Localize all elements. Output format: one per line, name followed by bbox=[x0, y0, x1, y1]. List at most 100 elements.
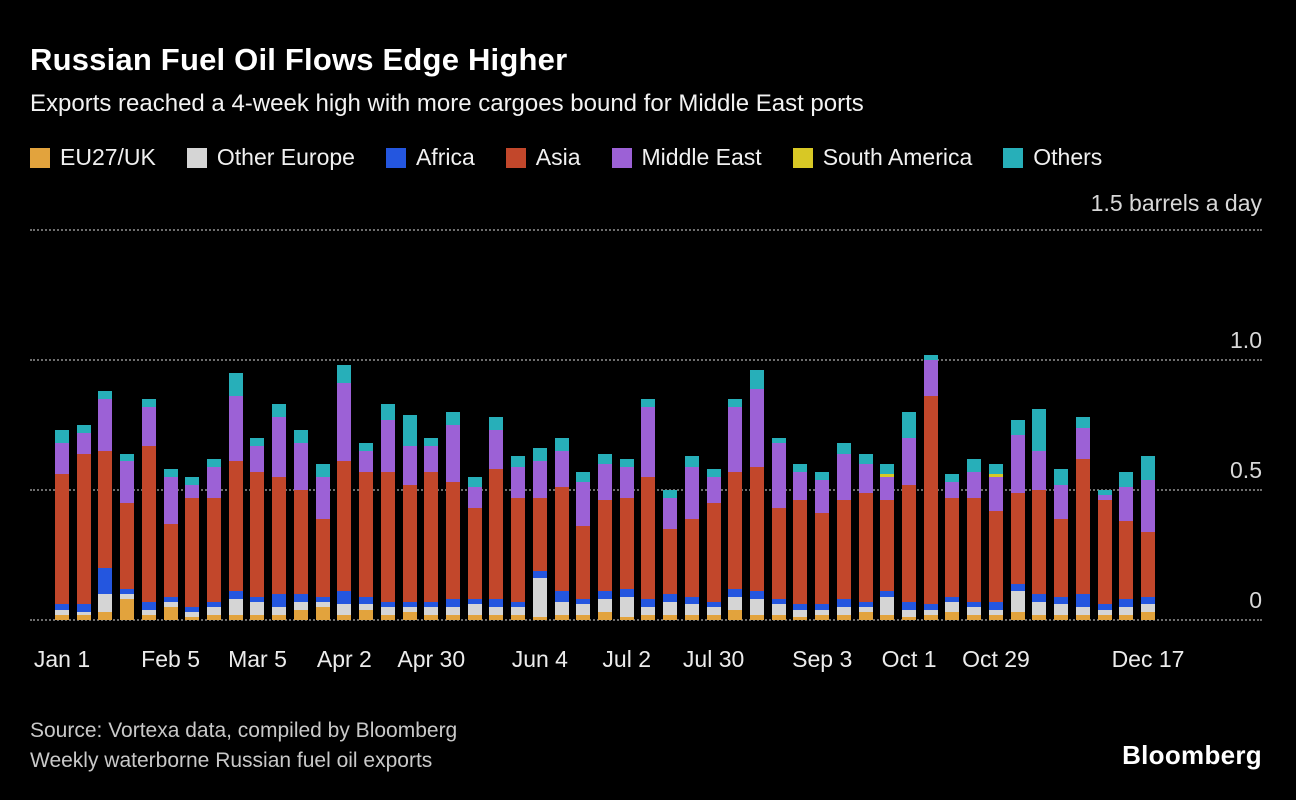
bar-segment-africa bbox=[684, 596, 699, 605]
bar-segment-africa bbox=[945, 596, 960, 602]
bar-segment-eu27-uk bbox=[663, 614, 678, 620]
bar-segment-other-europe bbox=[945, 601, 960, 613]
bar-segment-africa bbox=[424, 601, 439, 608]
bar-segment-others bbox=[902, 412, 917, 439]
bar-segment-africa bbox=[315, 596, 330, 602]
bar-segment-asia bbox=[988, 510, 1003, 602]
bar-segment-others bbox=[663, 490, 678, 498]
bar-segment-eu27-uk bbox=[1119, 614, 1134, 620]
bar-segment-others bbox=[793, 464, 808, 472]
bar-segment-eu27-uk bbox=[445, 614, 460, 620]
bar-segment-eu27-uk bbox=[684, 614, 699, 620]
bar-segment-eu27-uk bbox=[424, 614, 439, 620]
bar-segment-others bbox=[1140, 456, 1155, 480]
legend-swatch bbox=[30, 147, 50, 168]
bar-segment-middle-east bbox=[272, 417, 287, 478]
bar-segment-other-europe bbox=[728, 596, 743, 610]
bar-segment-africa bbox=[380, 601, 395, 608]
bar-segment-other-europe bbox=[663, 601, 678, 615]
bar-segment-others bbox=[250, 438, 265, 446]
bar-segment-others bbox=[55, 430, 69, 444]
bar-segment-africa bbox=[706, 601, 721, 608]
bar-segment-asia bbox=[1075, 458, 1090, 595]
legend-swatch bbox=[186, 147, 207, 168]
bar-segment-eu27-uk bbox=[1010, 612, 1025, 620]
bar-segment-africa bbox=[359, 596, 374, 605]
bar-segment-others bbox=[1075, 417, 1090, 428]
bar-segment-other-europe bbox=[337, 604, 352, 615]
bar-segment-others bbox=[1119, 471, 1134, 488]
bar-segment-middle-east bbox=[880, 477, 895, 501]
bar-segment-africa bbox=[554, 591, 569, 602]
bar-segment-africa bbox=[141, 601, 156, 610]
bar-segment-middle-east bbox=[554, 451, 569, 488]
bar-segment-africa bbox=[207, 601, 222, 608]
bar-segment-asia bbox=[98, 451, 113, 569]
bar-segment-asia bbox=[272, 477, 287, 595]
bar-segment-africa bbox=[1075, 594, 1090, 608]
bar-segment-eu27-uk bbox=[793, 617, 808, 620]
bar-segment-eu27-uk bbox=[1140, 612, 1155, 620]
bar-segment-eu27-uk bbox=[1075, 614, 1090, 620]
bar-segment-asia bbox=[641, 477, 656, 600]
bar-segment-eu27-uk bbox=[554, 614, 569, 620]
x-axis-tick-label: Dec 17 bbox=[1111, 646, 1185, 672]
bar-segment-middle-east bbox=[1140, 479, 1155, 532]
bar-segment-other-europe bbox=[293, 601, 308, 610]
y-axis-unit-label: 1.5 barrels a day bbox=[1090, 190, 1262, 216]
bar-segment-middle-east bbox=[836, 453, 851, 501]
stacked-bar-jun-18 bbox=[576, 471, 591, 620]
bar-segment-africa bbox=[988, 601, 1003, 610]
bar-segment-middle-east bbox=[902, 438, 917, 485]
bar-segment-africa bbox=[750, 591, 764, 600]
bar-segment-eu27-uk bbox=[1097, 614, 1112, 620]
bar-segment-eu27-uk bbox=[836, 614, 851, 620]
bar-segment-other-europe bbox=[880, 596, 895, 615]
bar-segment-eu27-uk bbox=[945, 612, 960, 620]
bar-segment-africa bbox=[293, 594, 308, 602]
legend-label: Asia bbox=[535, 144, 581, 170]
bar-segment-africa bbox=[76, 604, 91, 613]
bar-segment-middle-east bbox=[793, 471, 808, 501]
bar-segment-asia bbox=[315, 518, 330, 597]
bar-segment-eu27-uk bbox=[315, 607, 330, 620]
bar-segment-other-europe bbox=[1010, 591, 1025, 613]
bar-segment-africa bbox=[923, 604, 938, 610]
bar-segment-others bbox=[76, 425, 91, 433]
bar-segment-middle-east bbox=[728, 406, 743, 472]
bar-segment-middle-east bbox=[923, 360, 938, 397]
bar-segment-eu27-uk bbox=[98, 612, 113, 620]
bar-segment-other-europe bbox=[750, 599, 764, 615]
bar-segment-africa bbox=[402, 601, 417, 608]
bar-segment-asia bbox=[663, 529, 678, 595]
bar-segment-asia bbox=[250, 471, 265, 597]
bar-segment-middle-east bbox=[576, 482, 591, 527]
bar-segment-others bbox=[337, 365, 352, 384]
bar-segment-eu27-uk bbox=[988, 614, 1003, 620]
bar-segment-africa bbox=[1097, 604, 1112, 610]
bar-segment-africa bbox=[250, 596, 265, 602]
stacked-bar-jan-29 bbox=[141, 399, 156, 620]
bar-segment-other-europe bbox=[185, 612, 200, 618]
bar-segment-middle-east bbox=[228, 396, 243, 462]
bar-segment-others bbox=[445, 412, 460, 426]
bar-segment-africa bbox=[98, 568, 113, 595]
bar-segment-africa bbox=[967, 601, 982, 608]
legend-item-other-europe: Other Europe bbox=[186, 144, 355, 171]
bar-segment-others bbox=[880, 464, 895, 475]
bar-segment-other-europe bbox=[315, 601, 330, 607]
bar-segment-asia bbox=[902, 484, 917, 602]
bar-segment-others bbox=[728, 399, 743, 407]
bar-segment-other-europe bbox=[141, 609, 156, 615]
bar-segment-middle-east bbox=[293, 443, 308, 491]
bar-segment-others bbox=[1054, 469, 1069, 485]
stacked-bar-jun-25 bbox=[597, 453, 612, 620]
bar-segment-eu27-uk bbox=[55, 614, 69, 620]
bar-segment-asia bbox=[836, 500, 851, 600]
bloomberg-logo: Bloomberg bbox=[1122, 740, 1262, 770]
bar-segment-other-europe bbox=[1054, 604, 1069, 615]
bar-segment-others bbox=[120, 453, 135, 462]
bar-segment-middle-east bbox=[1054, 484, 1069, 519]
bar-segment-middle-east bbox=[98, 399, 113, 452]
